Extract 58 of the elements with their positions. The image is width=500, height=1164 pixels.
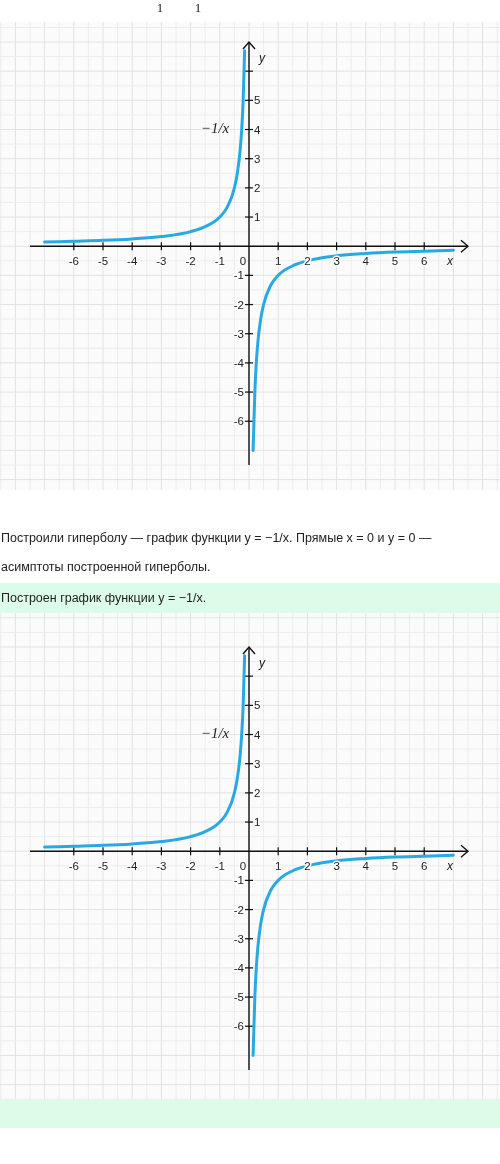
y-tick-label: -2: [233, 298, 244, 311]
y2-tick-label: 2: [254, 786, 261, 799]
x-tick-label: 3: [333, 860, 340, 873]
x-tick-label: -6: [68, 860, 79, 873]
x-tick-label: 5: [391, 860, 399, 873]
x-tick-label: -3: [156, 860, 167, 873]
x-tick-label: 1: [275, 255, 282, 268]
y2-tick-label: 5: [254, 699, 261, 712]
text: 1: [194, 0, 202, 15]
y-tick-label: -1: [233, 874, 244, 887]
y2-tick-label: 2: [254, 181, 261, 194]
x-tick-label: 6: [421, 860, 428, 873]
y2-axis-title: y: [258, 51, 266, 65]
x-tick-label: 5: [391, 255, 399, 268]
x-tick-label: 2: [304, 255, 311, 268]
x-axis-title: x: [446, 859, 454, 874]
y2-tick-label: 3: [254, 757, 261, 770]
y-tick-label: -4: [233, 961, 245, 974]
x-tick-label: 1: [275, 860, 282, 873]
y-tick-label: -5: [233, 386, 244, 399]
y2-tick-label: 1: [254, 816, 261, 829]
y2-tick-label: 4: [254, 728, 261, 741]
x-tick-label: -3: [156, 255, 167, 268]
x-axis-title: x: [446, 254, 454, 269]
x-tick-label: 3: [333, 255, 340, 268]
x-tick-label: 0: [239, 255, 247, 268]
y2-tick-label: 4: [254, 123, 261, 136]
series-label: −1/x: [200, 120, 230, 137]
x-tick-label: -2: [185, 255, 196, 268]
y-tick-label: -6: [233, 1020, 244, 1033]
x-tick-label: -1: [214, 255, 225, 268]
y2-axis-title: y: [258, 656, 266, 670]
x-tick-label: -5: [97, 860, 109, 873]
chart-title: Построен график функции y = −1/x.: [1, 591, 207, 606]
text: Построили гиперболу — график функции y = −1/x. Прямые x = 0 и y = 0 — асимптоты построенной гиперболы.: [1, 531, 432, 574]
x-tick-label: 6: [421, 255, 428, 268]
series-label: −1/x: [200, 725, 230, 742]
y-tick-label: -2: [233, 903, 244, 916]
y-tick-label: -4: [233, 356, 245, 369]
x-tick-label: 4: [362, 255, 370, 268]
y-tick-label: -5: [233, 991, 244, 1004]
y2-tick-label: 3: [254, 152, 261, 165]
y-tick-label: -3: [233, 327, 244, 340]
y-tick-label: -1: [233, 269, 244, 282]
x-tick-label: 0: [239, 860, 247, 873]
x-tick-label: 2: [304, 860, 311, 873]
x-tick-label: -4: [127, 860, 138, 873]
y2-tick-label: 5: [254, 94, 261, 107]
x-tick-label: -2: [185, 860, 196, 873]
x-tick-label: -4: [127, 255, 138, 268]
x-tick-label: -5: [97, 255, 109, 268]
x-tick-label: 4: [362, 860, 370, 873]
x-tick-label: -6: [68, 255, 79, 268]
text: 1: [156, 0, 164, 15]
y-tick-label: -6: [233, 415, 244, 428]
y2-tick-label: 1: [254, 211, 261, 224]
y-tick-label: -3: [233, 932, 244, 945]
x-tick-label: -1: [214, 860, 225, 873]
